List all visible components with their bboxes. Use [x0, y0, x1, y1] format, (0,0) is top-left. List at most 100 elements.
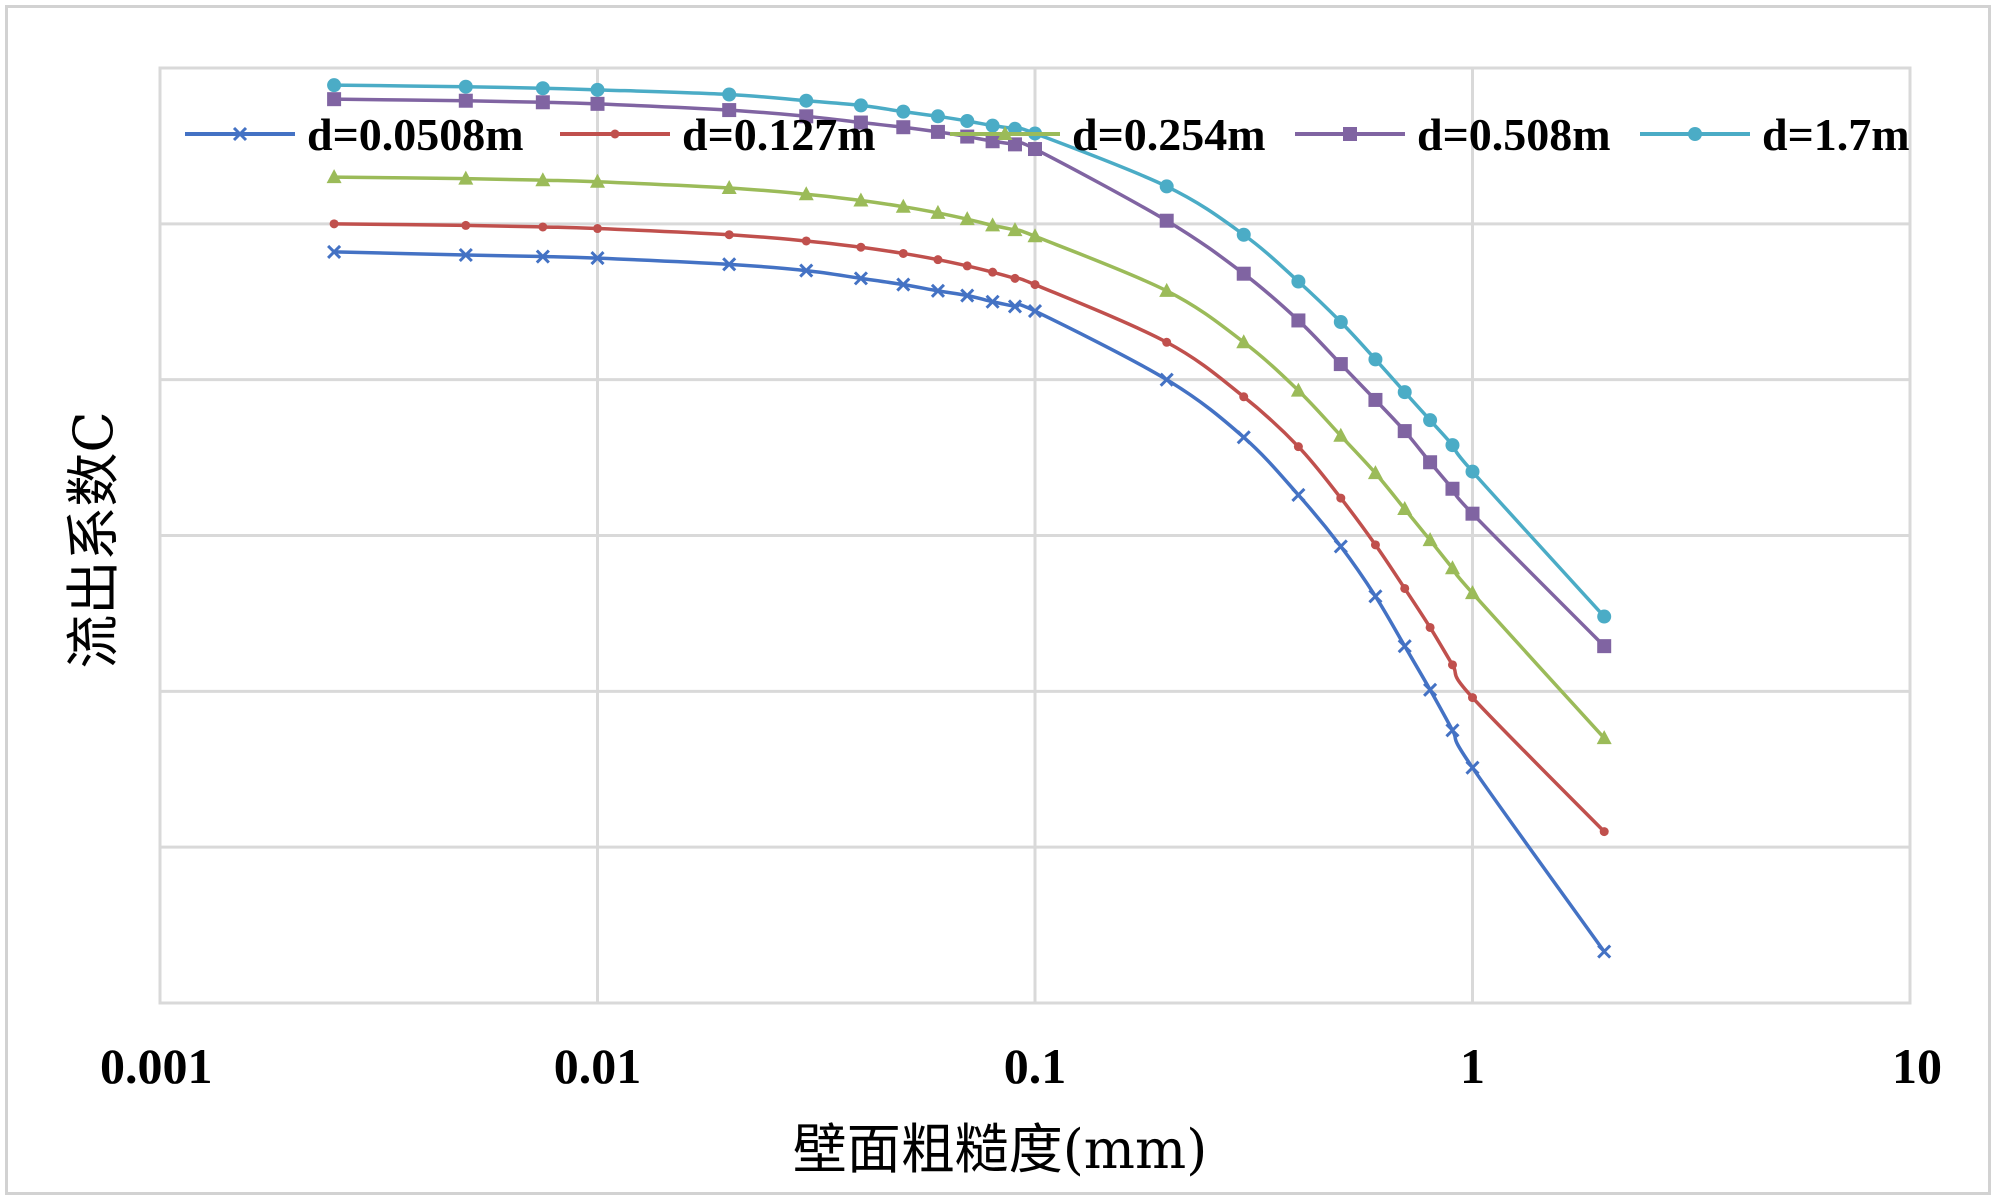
- data-point: [962, 261, 972, 271]
- data-point: [853, 271, 868, 286]
- data-point: [326, 169, 342, 184]
- data-point: [722, 257, 737, 272]
- series-d-0-254m: [326, 169, 1612, 745]
- data-point: [1465, 464, 1480, 479]
- data-point: [1368, 352, 1383, 367]
- data-point: [799, 263, 814, 278]
- data-point: [1400, 583, 1410, 593]
- legend-item: d=0.127m: [560, 109, 876, 160]
- data-point: [1422, 532, 1438, 547]
- data-point: [1159, 372, 1174, 387]
- data-point: [1596, 730, 1612, 745]
- data-point: [458, 247, 473, 263]
- data-point: [1597, 944, 1612, 959]
- data-point: [1010, 273, 1020, 283]
- x-tick-label: 0.01: [554, 1038, 642, 1094]
- data-point: [1290, 382, 1306, 397]
- series-d-0-0508m: [327, 244, 1612, 959]
- data-point: [1336, 493, 1346, 503]
- data-point: [722, 87, 737, 102]
- data-point: [590, 96, 605, 111]
- data-point: [960, 288, 975, 303]
- data-point: [898, 248, 908, 258]
- series-d-1-7m: [327, 78, 1612, 624]
- data-point: [1291, 274, 1306, 289]
- data-point: [1599, 827, 1609, 837]
- data-point: [1159, 282, 1175, 297]
- data-point: [327, 244, 342, 259]
- data-point: [930, 124, 945, 139]
- data-point: [535, 95, 550, 110]
- data-point: [1027, 304, 1043, 319]
- data-point: [1333, 357, 1348, 372]
- data-point: [1368, 392, 1383, 407]
- data-point: [1343, 127, 1357, 141]
- data-point: [538, 222, 548, 232]
- data-point: [1423, 682, 1438, 697]
- x-axis-title: 壁面粗糙度(mm): [793, 1118, 1208, 1181]
- data-point: [1236, 266, 1251, 281]
- data-point: [988, 267, 998, 277]
- data-point: [930, 204, 946, 219]
- data-point: [1162, 337, 1172, 347]
- legend-item: d=0.508m: [1295, 109, 1611, 160]
- data-point: [232, 126, 248, 142]
- data-point: [1397, 501, 1413, 516]
- data-point: [593, 224, 602, 234]
- data-point: [1367, 465, 1383, 480]
- data-point: [535, 249, 550, 264]
- data-point: [1293, 442, 1303, 452]
- data-point: [1465, 585, 1480, 600]
- data-point: [896, 104, 911, 119]
- data-point: [1291, 313, 1306, 328]
- data-point: [1397, 424, 1412, 439]
- series-layer: [326, 78, 1612, 959]
- data-point: [1465, 760, 1480, 775]
- data-point: [798, 186, 814, 201]
- x-tick-label: 1: [1460, 1038, 1485, 1094]
- data-point: [590, 173, 605, 188]
- data-point: [1465, 506, 1480, 521]
- series-d-0-127m: [329, 219, 1609, 837]
- data-point: [1447, 660, 1457, 670]
- data-point: [1007, 299, 1023, 314]
- x-tick-label: 10: [1892, 1038, 1942, 1094]
- x-tick-label: 0.1: [1004, 1038, 1067, 1094]
- data-point: [896, 277, 911, 292]
- data-point: [1333, 427, 1349, 442]
- data-point: [985, 118, 1000, 133]
- data-point: [724, 230, 734, 240]
- data-point: [535, 172, 551, 187]
- legend-label: d=0.0508m: [307, 109, 524, 160]
- data-point: [458, 79, 473, 94]
- data-point: [1333, 539, 1348, 554]
- data-point: [722, 103, 737, 118]
- data-point: [458, 93, 473, 108]
- data-point: [1688, 127, 1702, 141]
- data-point: [1423, 413, 1438, 428]
- data-point: [610, 129, 620, 139]
- data-point: [1445, 438, 1460, 453]
- data-point: [1425, 622, 1435, 632]
- data-point: [721, 179, 737, 194]
- data-point: [590, 82, 605, 97]
- data-point: [535, 81, 550, 96]
- data-point: [1236, 227, 1251, 242]
- legend-item: d=0.254m: [950, 109, 1266, 160]
- data-point: [1027, 228, 1043, 243]
- legend-label: d=1.7m: [1762, 109, 1910, 160]
- gridlines: [158, 68, 1912, 1003]
- data-point: [1368, 589, 1383, 604]
- data-point: [960, 113, 975, 128]
- legend-label: d=0.254m: [1072, 109, 1266, 160]
- data-point: [1030, 280, 1040, 290]
- data-point: [1445, 723, 1460, 738]
- data-point: [1007, 222, 1023, 237]
- legend-label: d=0.508m: [1417, 109, 1611, 160]
- x-tick-label: 0.001: [100, 1038, 213, 1094]
- data-point: [801, 236, 811, 246]
- data-point: [933, 255, 943, 265]
- data-point: [1236, 334, 1252, 349]
- data-point: [985, 217, 1001, 232]
- data-point: [327, 78, 342, 93]
